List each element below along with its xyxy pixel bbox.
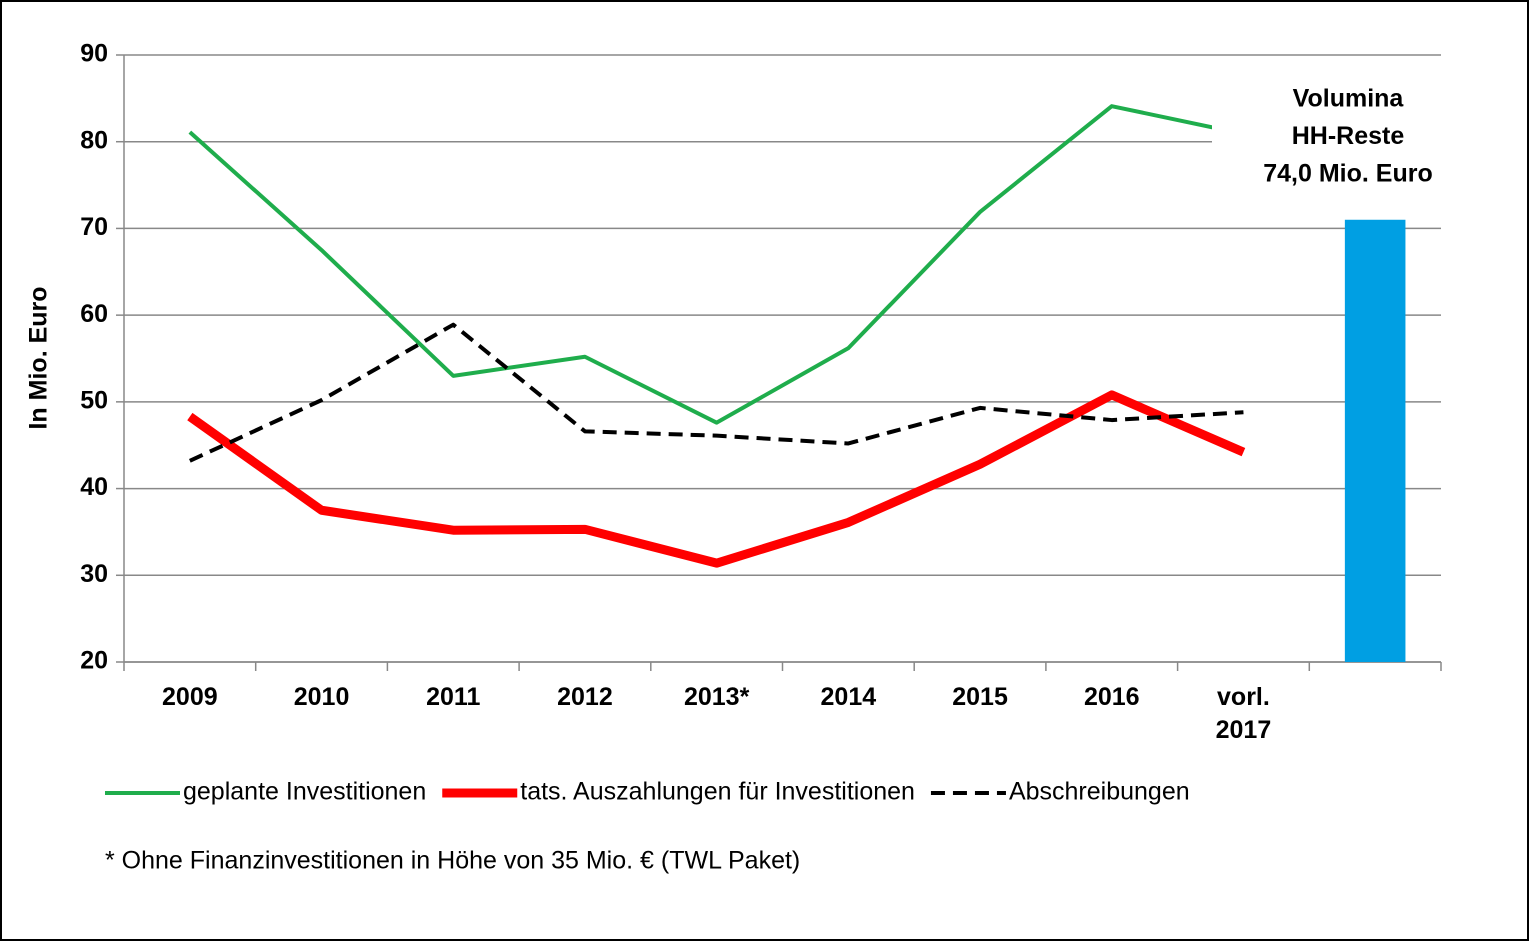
y-axis-label: In Mio. Euro bbox=[25, 286, 53, 429]
line bbox=[187, 390, 1246, 568]
annotation: HH-Reste bbox=[1292, 122, 1405, 150]
legend-label: tats. Auszahlungen für Investitionen bbox=[520, 778, 915, 806]
x-tick-label: 2009 bbox=[162, 683, 218, 711]
y-tick-label: 50 bbox=[80, 386, 108, 414]
footnote: * Ohne Finanzinvestitionen in Höhe von 3… bbox=[105, 847, 800, 875]
y-tick-label: 70 bbox=[80, 213, 108, 241]
y-tick-label: 80 bbox=[80, 126, 108, 154]
y-tick-label: 40 bbox=[80, 473, 108, 501]
x-tick-label: 2016 bbox=[1083, 683, 1140, 711]
y-tick-label: 60 bbox=[80, 300, 108, 328]
x-tick-label: 2014 bbox=[820, 683, 877, 711]
annotation: 74,0 Mio. Euro bbox=[1263, 160, 1432, 188]
x-tick-label: 2010 bbox=[293, 683, 350, 711]
y-tick-label: 30 bbox=[80, 560, 108, 588]
x-tick-label: 2012 bbox=[557, 683, 613, 711]
x-tick-label: 2015 bbox=[952, 683, 1008, 711]
x-tick-label: 2013* bbox=[683, 683, 750, 711]
legend-label: geplante Investitionen bbox=[183, 778, 426, 806]
annotation: Volumina bbox=[1293, 85, 1405, 113]
line bbox=[188, 104, 1244, 425]
x-tick-label: 2011 bbox=[426, 683, 481, 711]
legend-label: Abschreibungen bbox=[1009, 778, 1190, 806]
y-tick-label: 20 bbox=[80, 647, 108, 675]
y-tick-label: 90 bbox=[80, 40, 108, 68]
bar bbox=[1344, 219, 1406, 662]
annotation-background bbox=[1212, 82, 1470, 194]
x-tick-label: vorl. 2017 bbox=[1215, 683, 1272, 744]
line bbox=[189, 322, 1244, 463]
